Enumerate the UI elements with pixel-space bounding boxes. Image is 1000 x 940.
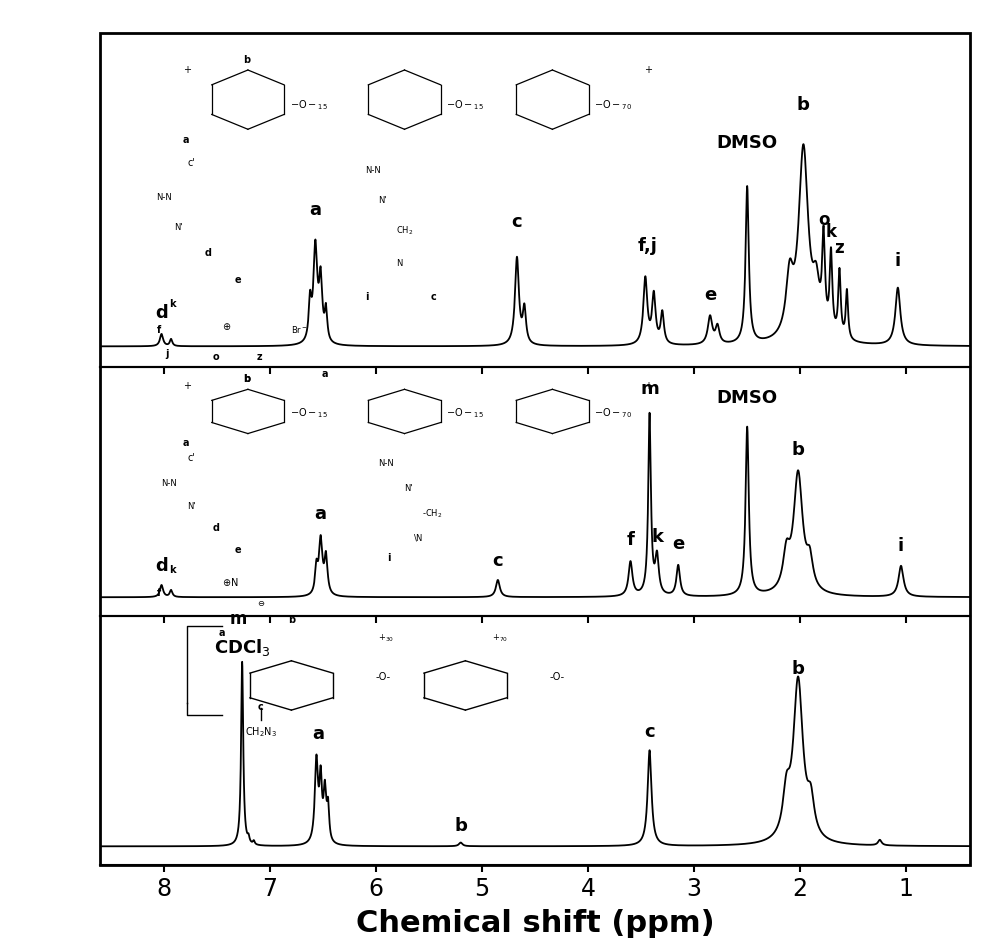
Text: +: +: [644, 381, 652, 391]
Text: N-N: N-N: [365, 166, 381, 175]
Text: $\oplus$: $\oplus$: [222, 321, 231, 332]
Text: $\mathsf{-O-}_{70}$: $\mathsf{-O-}_{70}$: [594, 98, 632, 112]
Text: c: c: [493, 552, 503, 570]
Text: CH$_2$N$_3$: CH$_2$N$_3$: [245, 726, 277, 739]
Text: a: a: [183, 438, 189, 448]
Text: a: a: [322, 368, 328, 379]
Text: N': N': [187, 502, 196, 510]
Text: m: m: [640, 380, 659, 398]
Text: e: e: [704, 286, 716, 304]
Text: o: o: [213, 352, 220, 362]
Text: DMSO: DMSO: [717, 389, 778, 407]
Text: z: z: [257, 352, 262, 362]
Text: b: b: [244, 55, 251, 65]
Text: N-N: N-N: [378, 460, 394, 468]
Text: k: k: [651, 527, 663, 545]
Text: b: b: [454, 817, 467, 836]
Text: CDCl$_3$: CDCl$_3$: [214, 637, 271, 658]
Text: k: k: [170, 299, 176, 308]
Text: $\oplus$N: $\oplus$N: [222, 576, 238, 588]
Text: d: d: [155, 557, 168, 575]
Text: $\mathsf{-O-}_{15}$: $\mathsf{-O-}_{15}$: [446, 98, 484, 112]
Text: +: +: [644, 65, 652, 75]
Text: e: e: [235, 545, 241, 556]
Text: k: k: [170, 565, 176, 575]
Text: o: o: [818, 212, 829, 229]
Text: DMSO: DMSO: [717, 134, 778, 152]
Text: d: d: [213, 523, 220, 533]
Text: a: a: [219, 628, 225, 637]
Text: N-N: N-N: [157, 193, 172, 202]
Text: a: a: [313, 725, 325, 743]
Text: a: a: [309, 201, 321, 219]
Text: m: m: [229, 610, 247, 628]
Text: $\ominus$: $\ominus$: [257, 599, 265, 608]
Text: e: e: [235, 275, 241, 285]
Text: -CH$_2$: -CH$_2$: [422, 507, 442, 520]
Text: -O-: -O-: [375, 672, 390, 682]
Text: N': N': [174, 223, 183, 232]
Text: $\mathsf{-O-}_{15}$: $\mathsf{-O-}_{15}$: [290, 406, 328, 420]
Text: $\backslash$N: $\backslash$N: [413, 532, 424, 543]
Text: e: e: [672, 535, 684, 553]
Text: c: c: [644, 723, 655, 741]
Text: d: d: [204, 248, 211, 259]
Text: +$_{\mathrm{70}}$: +$_{\mathrm{70}}$: [492, 633, 508, 644]
Text: c: c: [258, 702, 264, 713]
Text: Br$^-$: Br$^-$: [291, 324, 308, 336]
Text: z: z: [835, 240, 844, 258]
Text: f: f: [157, 588, 161, 598]
Text: c: c: [431, 291, 436, 302]
Text: c': c': [187, 158, 195, 168]
Text: N': N': [404, 484, 413, 494]
Text: a: a: [183, 135, 189, 145]
Text: b: b: [244, 373, 251, 384]
Text: b: b: [792, 441, 805, 459]
Text: c': c': [187, 453, 195, 463]
Text: b: b: [797, 96, 810, 114]
Text: i: i: [895, 252, 901, 270]
Text: +: +: [183, 65, 191, 75]
Text: i: i: [898, 537, 904, 555]
Text: b: b: [244, 373, 251, 384]
Text: f,j: f,j: [638, 238, 657, 256]
Text: a: a: [315, 506, 327, 524]
Text: b: b: [288, 615, 295, 625]
Text: N: N: [396, 259, 402, 269]
Text: i: i: [387, 553, 391, 563]
Text: j: j: [165, 349, 169, 358]
Text: +: +: [183, 381, 191, 391]
Text: N-N: N-N: [161, 479, 177, 488]
Text: $\mathsf{-O-}_{70}$: $\mathsf{-O-}_{70}$: [594, 406, 632, 420]
Text: k: k: [826, 223, 837, 242]
Text: d: d: [155, 305, 168, 322]
Text: CH$_2$: CH$_2$: [396, 224, 413, 237]
Text: f: f: [157, 325, 161, 336]
Text: -O-: -O-: [549, 672, 564, 682]
Text: c: c: [512, 213, 522, 231]
Text: $\mathsf{-O-}_{15}$: $\mathsf{-O-}_{15}$: [446, 406, 484, 420]
Text: i: i: [365, 291, 369, 302]
Text: N': N': [378, 196, 387, 205]
Text: b: b: [792, 661, 805, 679]
X-axis label: Chemical shift (ppm): Chemical shift (ppm): [356, 909, 714, 938]
Text: +$_{\mathrm{30}}$: +$_{\mathrm{30}}$: [378, 633, 395, 644]
Text: f: f: [627, 531, 634, 549]
Text: $\mathsf{-O-}_{15}$: $\mathsf{-O-}_{15}$: [290, 98, 328, 112]
